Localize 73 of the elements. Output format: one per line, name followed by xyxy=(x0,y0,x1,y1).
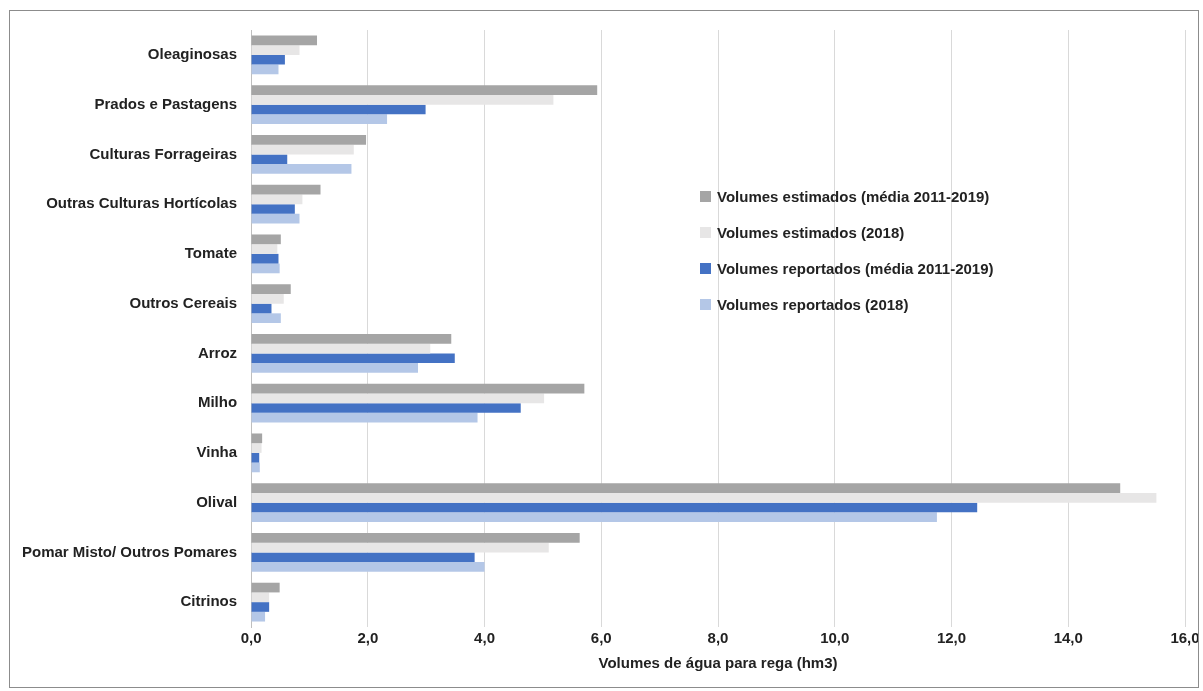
bar xyxy=(251,492,1157,503)
bar xyxy=(251,353,455,364)
bar xyxy=(251,85,598,95)
bar xyxy=(251,293,284,304)
bar xyxy=(251,64,279,75)
y-tick-label: Olival xyxy=(196,492,238,510)
y-tick-label: Tomate xyxy=(184,244,238,262)
x-tick-label: 6,0 xyxy=(590,629,612,647)
bar xyxy=(251,452,260,463)
bar xyxy=(251,284,291,294)
bar xyxy=(251,393,545,404)
legend-label: Volumes reportados (média 2011-2019) xyxy=(717,259,994,277)
bar xyxy=(251,313,281,324)
bar xyxy=(251,54,285,65)
bar xyxy=(251,462,260,473)
bar xyxy=(251,263,280,274)
legend-label: Volumes estimados (2018) xyxy=(717,223,905,241)
bar xyxy=(251,483,1121,493)
legend-label: Volumes estimados (média 2011-2019) xyxy=(717,187,990,205)
x-tick-label: 16,0 xyxy=(1170,629,1200,647)
x-tick-label: 8,0 xyxy=(707,629,729,647)
bar xyxy=(251,213,300,224)
bar xyxy=(251,253,279,264)
bar xyxy=(251,45,300,55)
bar xyxy=(251,154,288,165)
bar xyxy=(251,602,270,612)
x-tick-label: 2,0 xyxy=(357,629,379,647)
y-tick-label: Pomar Misto/ Outros Pomares xyxy=(21,542,238,560)
y-tick-label: Oleaginosas xyxy=(147,45,238,63)
bar xyxy=(251,532,580,543)
y-tick-label: Outros Cereais xyxy=(129,293,238,311)
bar xyxy=(251,562,485,572)
bar xyxy=(251,582,280,593)
bar xyxy=(251,194,303,205)
bar xyxy=(251,592,270,603)
bar xyxy=(251,363,418,373)
y-tick-label: Milho xyxy=(197,393,238,411)
bar xyxy=(251,204,295,214)
bar xyxy=(251,502,978,513)
bar xyxy=(251,433,263,444)
bar xyxy=(251,35,318,46)
x-axis-title: Volumes de água para rega (hm3) xyxy=(598,654,838,672)
bar xyxy=(251,164,352,174)
bar xyxy=(251,383,585,394)
bar xyxy=(251,144,354,155)
bar xyxy=(251,333,452,344)
bar xyxy=(251,611,266,622)
x-tick-label: 14,0 xyxy=(1053,629,1083,647)
x-tick-label: 10,0 xyxy=(820,629,850,647)
bar xyxy=(251,512,937,523)
bar xyxy=(251,552,475,563)
y-tick-label: Vinha xyxy=(196,443,238,461)
bar xyxy=(251,244,278,254)
y-tick-label: Outras Culturas Hortícolas xyxy=(46,194,238,212)
bar xyxy=(251,403,521,413)
bar xyxy=(251,412,478,423)
y-tick-label: Arroz xyxy=(197,343,238,361)
bar xyxy=(251,104,426,115)
bar xyxy=(251,114,388,125)
y-tick-label: Citrinos xyxy=(180,592,238,610)
y-tick-label: Prados e Pastagens xyxy=(94,94,238,112)
bar xyxy=(251,443,262,453)
x-tick-label: 12,0 xyxy=(936,629,967,647)
bar xyxy=(251,234,281,245)
x-tick-label: 0,0 xyxy=(240,629,262,647)
x-tick-label: 4,0 xyxy=(474,629,495,647)
legend-label: Volumes reportados (2018) xyxy=(717,295,909,313)
bar xyxy=(251,343,431,354)
bar xyxy=(251,134,367,145)
bar xyxy=(251,94,554,105)
bar xyxy=(251,184,321,195)
y-tick-label: Culturas Forrageiras xyxy=(89,144,238,162)
bar xyxy=(251,542,549,553)
